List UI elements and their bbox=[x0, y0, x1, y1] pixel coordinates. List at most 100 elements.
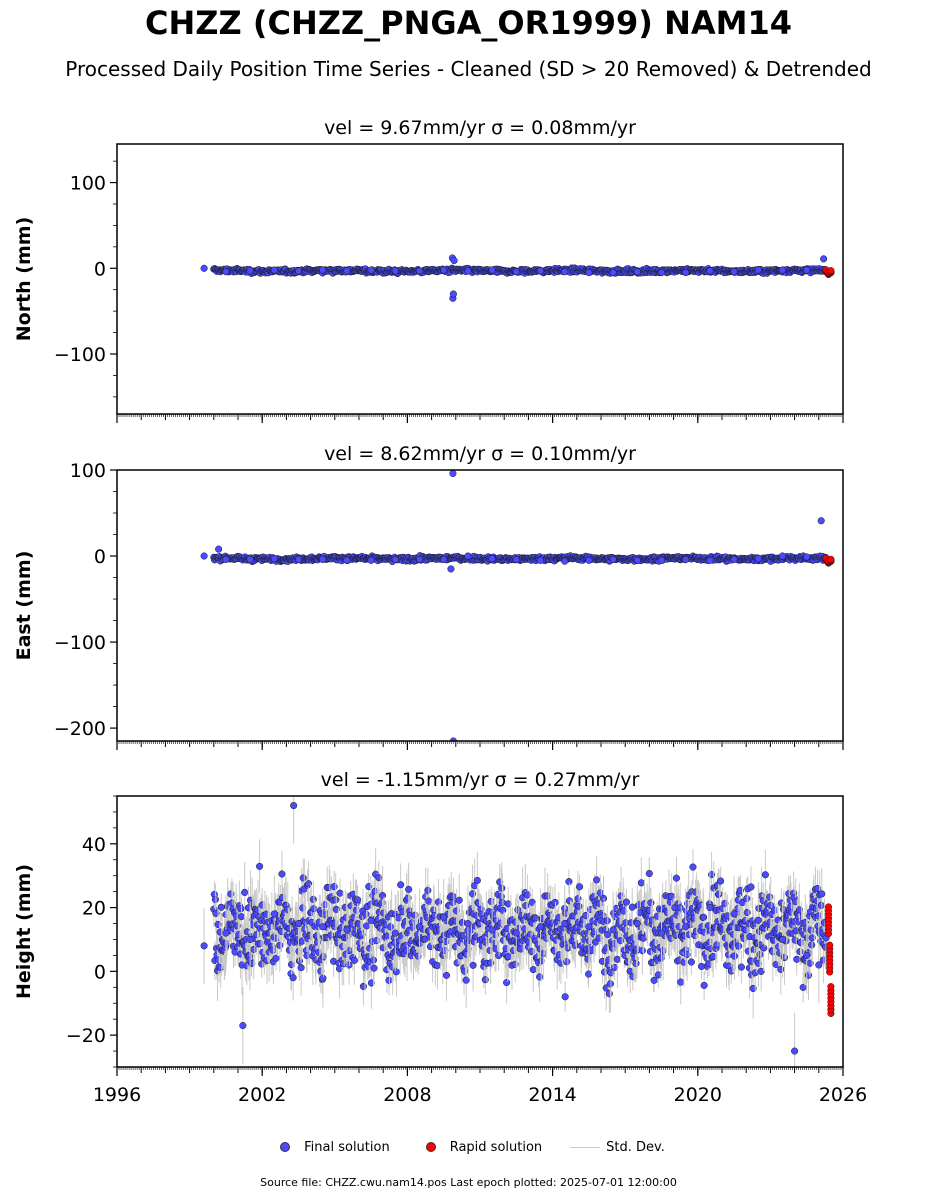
data-point bbox=[336, 889, 344, 897]
data-point bbox=[561, 557, 569, 565]
data-point bbox=[253, 930, 261, 938]
data-point bbox=[287, 961, 296, 969]
data-point bbox=[327, 931, 335, 939]
rapid-point bbox=[827, 267, 835, 275]
data-point bbox=[237, 913, 246, 921]
data-layer bbox=[200, 470, 835, 741]
data-point bbox=[730, 268, 738, 276]
data-point bbox=[387, 923, 395, 931]
data-point bbox=[369, 956, 378, 964]
data-point bbox=[754, 266, 762, 274]
data-point bbox=[778, 266, 787, 274]
data-point bbox=[270, 266, 278, 274]
data-point bbox=[222, 555, 230, 564]
data-point bbox=[488, 555, 496, 563]
data-point bbox=[706, 556, 714, 564]
data-point bbox=[730, 555, 738, 564]
data-point bbox=[367, 556, 375, 564]
data-point bbox=[353, 896, 362, 904]
data-point bbox=[319, 974, 327, 982]
data-point bbox=[585, 556, 593, 564]
y-tick-label: 0 bbox=[94, 546, 106, 568]
y-tick-label: 0 bbox=[94, 258, 106, 280]
panel-title: vel = 8.62mm/yr σ = 0.10mm/yr bbox=[324, 443, 636, 465]
data-point bbox=[464, 267, 472, 275]
data-point bbox=[211, 895, 219, 904]
y-tick-label: 100 bbox=[70, 460, 106, 482]
data-layer bbox=[200, 254, 835, 302]
data-point bbox=[449, 737, 457, 741]
data-point bbox=[350, 956, 358, 964]
data-point bbox=[241, 888, 249, 896]
data-point bbox=[657, 269, 666, 277]
data-point bbox=[343, 267, 351, 275]
data-point bbox=[488, 266, 496, 274]
data-point bbox=[373, 936, 381, 945]
data-point bbox=[309, 895, 317, 903]
data-point bbox=[269, 946, 277, 954]
data-point bbox=[609, 269, 617, 277]
data-point bbox=[633, 268, 641, 276]
data-point bbox=[415, 267, 424, 275]
data-point bbox=[447, 565, 455, 573]
data-point bbox=[367, 266, 375, 274]
data-point bbox=[803, 553, 811, 561]
data-point bbox=[310, 905, 318, 913]
data-point bbox=[512, 555, 520, 564]
data-point bbox=[330, 883, 338, 891]
data-point bbox=[319, 266, 327, 274]
data-point bbox=[450, 257, 458, 265]
y-tick-label: 100 bbox=[70, 173, 106, 195]
data-point bbox=[803, 266, 811, 274]
data-point bbox=[585, 269, 593, 277]
panel-title: vel = 9.67mm/yr σ = 0.08mm/yr bbox=[324, 117, 636, 139]
data-point bbox=[440, 555, 448, 564]
data-point bbox=[278, 870, 286, 878]
axes-frame bbox=[116, 143, 844, 415]
data-point bbox=[215, 545, 223, 553]
panel-title: vel = -1.15mm/yr σ = 0.27mm/yr bbox=[321, 769, 640, 791]
data-point bbox=[512, 268, 520, 276]
data-point bbox=[217, 903, 225, 911]
data-point bbox=[270, 555, 278, 563]
data-point bbox=[272, 954, 280, 962]
data-point bbox=[335, 965, 343, 973]
data-point bbox=[391, 267, 399, 275]
data-point bbox=[276, 941, 284, 949]
data-point bbox=[778, 552, 787, 560]
data-point bbox=[319, 953, 328, 961]
data-point bbox=[536, 556, 545, 564]
data-point bbox=[200, 264, 208, 272]
y-axis-label: Height (mm) bbox=[13, 864, 35, 999]
data-point bbox=[237, 905, 245, 913]
data-point bbox=[657, 556, 666, 564]
data-point bbox=[754, 555, 762, 563]
data-point bbox=[561, 268, 569, 276]
data-point bbox=[391, 555, 399, 564]
data-point bbox=[682, 269, 690, 277]
data-point bbox=[295, 957, 304, 965]
axes-frame bbox=[116, 469, 844, 742]
data-point bbox=[706, 267, 714, 275]
data-point bbox=[464, 552, 472, 560]
data-point bbox=[440, 266, 448, 274]
data-point bbox=[294, 555, 303, 564]
data-point bbox=[609, 555, 617, 564]
data-point bbox=[633, 556, 641, 564]
data-point bbox=[536, 267, 545, 275]
page-title: CHZZ (CHZZ_PNGA_OR1999) NAM14 bbox=[145, 4, 792, 42]
data-point bbox=[222, 268, 230, 276]
data-point bbox=[449, 470, 457, 477]
data-point bbox=[301, 925, 309, 933]
data-point bbox=[250, 945, 258, 954]
y-tick-label: −200 bbox=[54, 718, 106, 740]
data-point bbox=[449, 290, 457, 298]
data-point bbox=[370, 964, 378, 972]
data-point bbox=[682, 555, 690, 564]
data-point bbox=[246, 267, 254, 275]
data-point bbox=[415, 555, 424, 564]
data-point bbox=[343, 556, 351, 564]
data-point bbox=[359, 982, 367, 990]
data-point bbox=[362, 910, 370, 918]
